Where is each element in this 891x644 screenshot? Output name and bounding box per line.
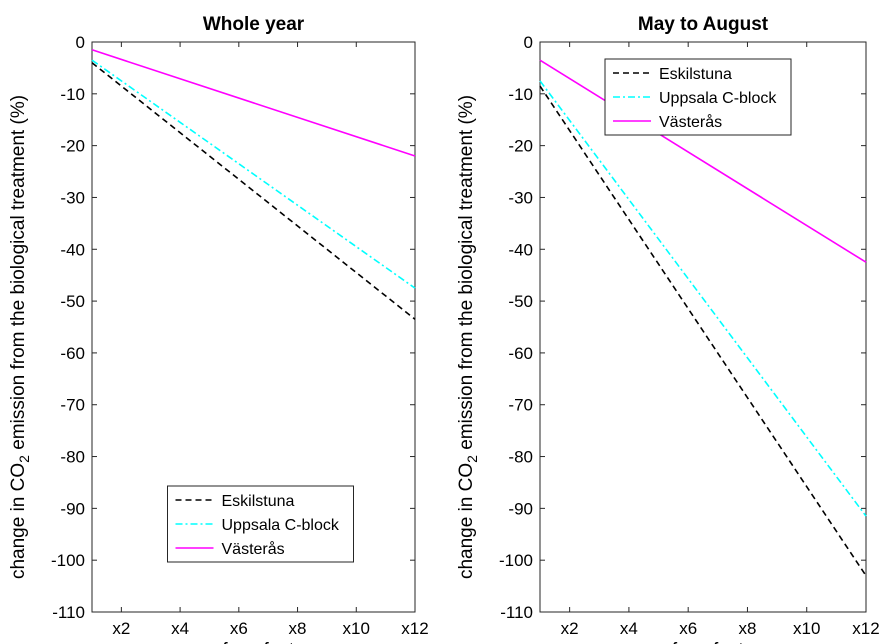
x-tick-label: x8 [738,619,756,638]
legend-label: Västerås [659,113,722,131]
x-tick-label: x12 [401,619,428,638]
series-line-uppsala-c-block [539,80,867,517]
x-axis-label: surface factor [645,640,761,644]
y-tick-label: -50 [508,292,533,311]
y-tick-label: -100 [51,551,85,570]
legend-label: Västerås [222,540,285,558]
y-tick-label: -110 [500,603,533,622]
y-axis-label: change in CO2 emission from the biologic… [456,95,480,579]
legend-label: Eskilstuna [222,493,295,510]
y-tick-label: -60 [60,344,85,363]
y-tick-label: -70 [60,396,85,415]
series-line-uppsala-c-block [91,59,416,289]
y-tick-label: -80 [60,448,85,467]
y-tick-label: -10 [60,85,85,104]
series-line-eskilstuna [91,62,416,320]
axes-box [539,41,867,613]
x-tick-label: x6 [230,619,248,638]
y-tick-label: -20 [60,137,85,156]
y-tick-label: -40 [60,240,85,259]
y-tick-label: 0 [524,33,533,52]
y-tick-label: -30 [60,188,85,207]
legend-label: Uppsala C-block [659,90,777,107]
legend-box [167,485,354,563]
x-tick-label: x8 [289,619,307,638]
y-tick-label: -20 [508,137,533,156]
y-tick-label: -50 [60,292,85,311]
x-tick-label: x2 [112,619,130,638]
x-tick-label: x4 [620,619,638,638]
y-axis-label: change in CO2 emission from the biologic… [8,95,32,579]
y-tick-label: -70 [508,396,533,415]
y-tick-label: -10 [508,85,533,104]
y-tick-label: 0 [76,33,85,52]
chart-title: May to August [638,14,769,35]
chart-panel-may-to-august: 0 -10 -20 -30 -40 -50 -60 -70 -80 -90 -100 -110 x2 x4… [456,14,880,644]
legend: Eskilstuna Uppsala C-block Västerås [604,58,792,136]
x-tick-label: x12 [852,619,879,638]
legend-label: Eskilstuna [659,66,732,83]
y-tick-label: -90 [60,499,85,518]
chart-title: Whole year [203,14,305,35]
legend-box [604,58,792,136]
y-tick-label: -30 [508,188,533,207]
x-tick-label: x4 [171,619,189,638]
x-tick-label: x2 [561,619,579,638]
x-tick-label: x10 [343,619,370,638]
y-tick-label: -60 [508,344,533,363]
y-tick-label: -100 [499,551,533,570]
y-tick-label: -80 [508,448,533,467]
chart-panel-whole-year: 0 -10 -20 -30 -40 -50 -60 -70 -80 -90 -100 -110 x2 x4… [8,14,429,644]
series-line-v-ster-s [91,49,416,157]
y-tick-label: -40 [508,240,533,259]
series-line-v-ster-s [539,59,867,263]
legend: Eskilstuna Uppsala C-block Västerås [167,485,354,563]
legend-label: Uppsala C-block [222,517,340,534]
y-tick-label: -90 [508,499,533,518]
x-tick-label: x6 [679,619,697,638]
x-axis-label: surface factor [196,640,312,644]
series-line-eskilstuna [539,85,867,577]
x-tick-label: x10 [793,619,820,638]
y-tick-label: -110 [52,603,85,622]
